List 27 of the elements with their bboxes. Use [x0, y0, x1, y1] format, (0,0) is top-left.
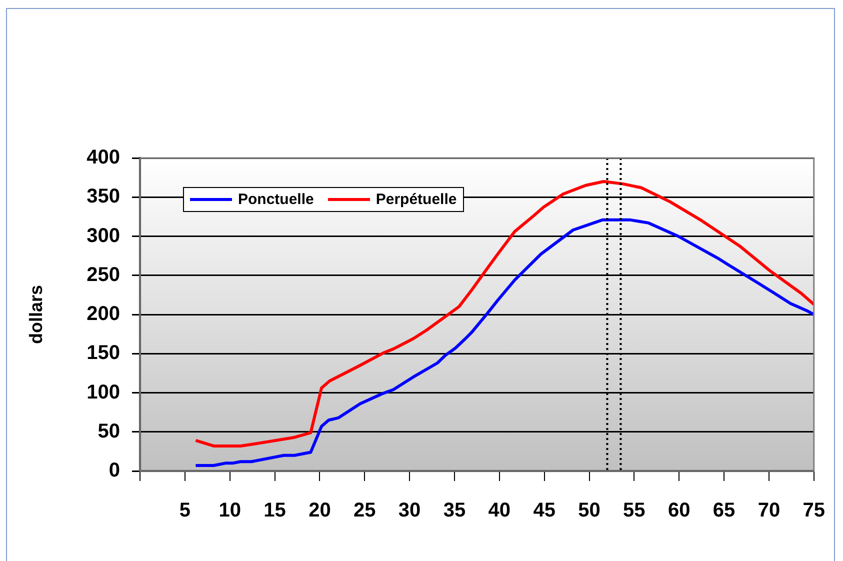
y-tick-label: 400 — [86, 146, 120, 169]
x-tick-label: 35 — [443, 500, 466, 522]
x-tick-label: 45 — [533, 500, 556, 522]
x-tick-label: 25 — [354, 500, 376, 522]
x-tick-label: 20 — [308, 500, 331, 522]
x-tick-label: 70 — [758, 500, 780, 522]
y-tick-label: 250 — [86, 264, 120, 286]
legend-label: Perpétuelle — [376, 191, 457, 208]
x-tick-label: 5 — [179, 500, 190, 522]
x-tick-label: 75 — [802, 500, 825, 522]
x-tick-label: 10 — [218, 500, 241, 522]
y-tick-label: 0 — [108, 460, 120, 482]
x-tick-label: 60 — [668, 500, 690, 522]
x-tick-label: 40 — [488, 500, 511, 522]
x-tick-label: 65 — [712, 500, 736, 522]
y-axis-title: dollars — [26, 284, 46, 344]
y-tick-label: 150 — [86, 342, 120, 364]
y-tick-label: 300 — [86, 224, 120, 247]
x-tick-label: 30 — [398, 500, 421, 522]
x-tick-label: 15 — [264, 500, 286, 522]
y-tick-label: 50 — [98, 420, 120, 442]
legend-label: Ponctuelle — [238, 191, 314, 208]
x-tick-label: 55 — [623, 500, 646, 522]
y-tick-label: 100 — [86, 381, 120, 404]
y-tick-label: 200 — [86, 303, 120, 326]
x-tick-label: 50 — [578, 500, 600, 522]
y-tick-label: 350 — [86, 186, 120, 208]
